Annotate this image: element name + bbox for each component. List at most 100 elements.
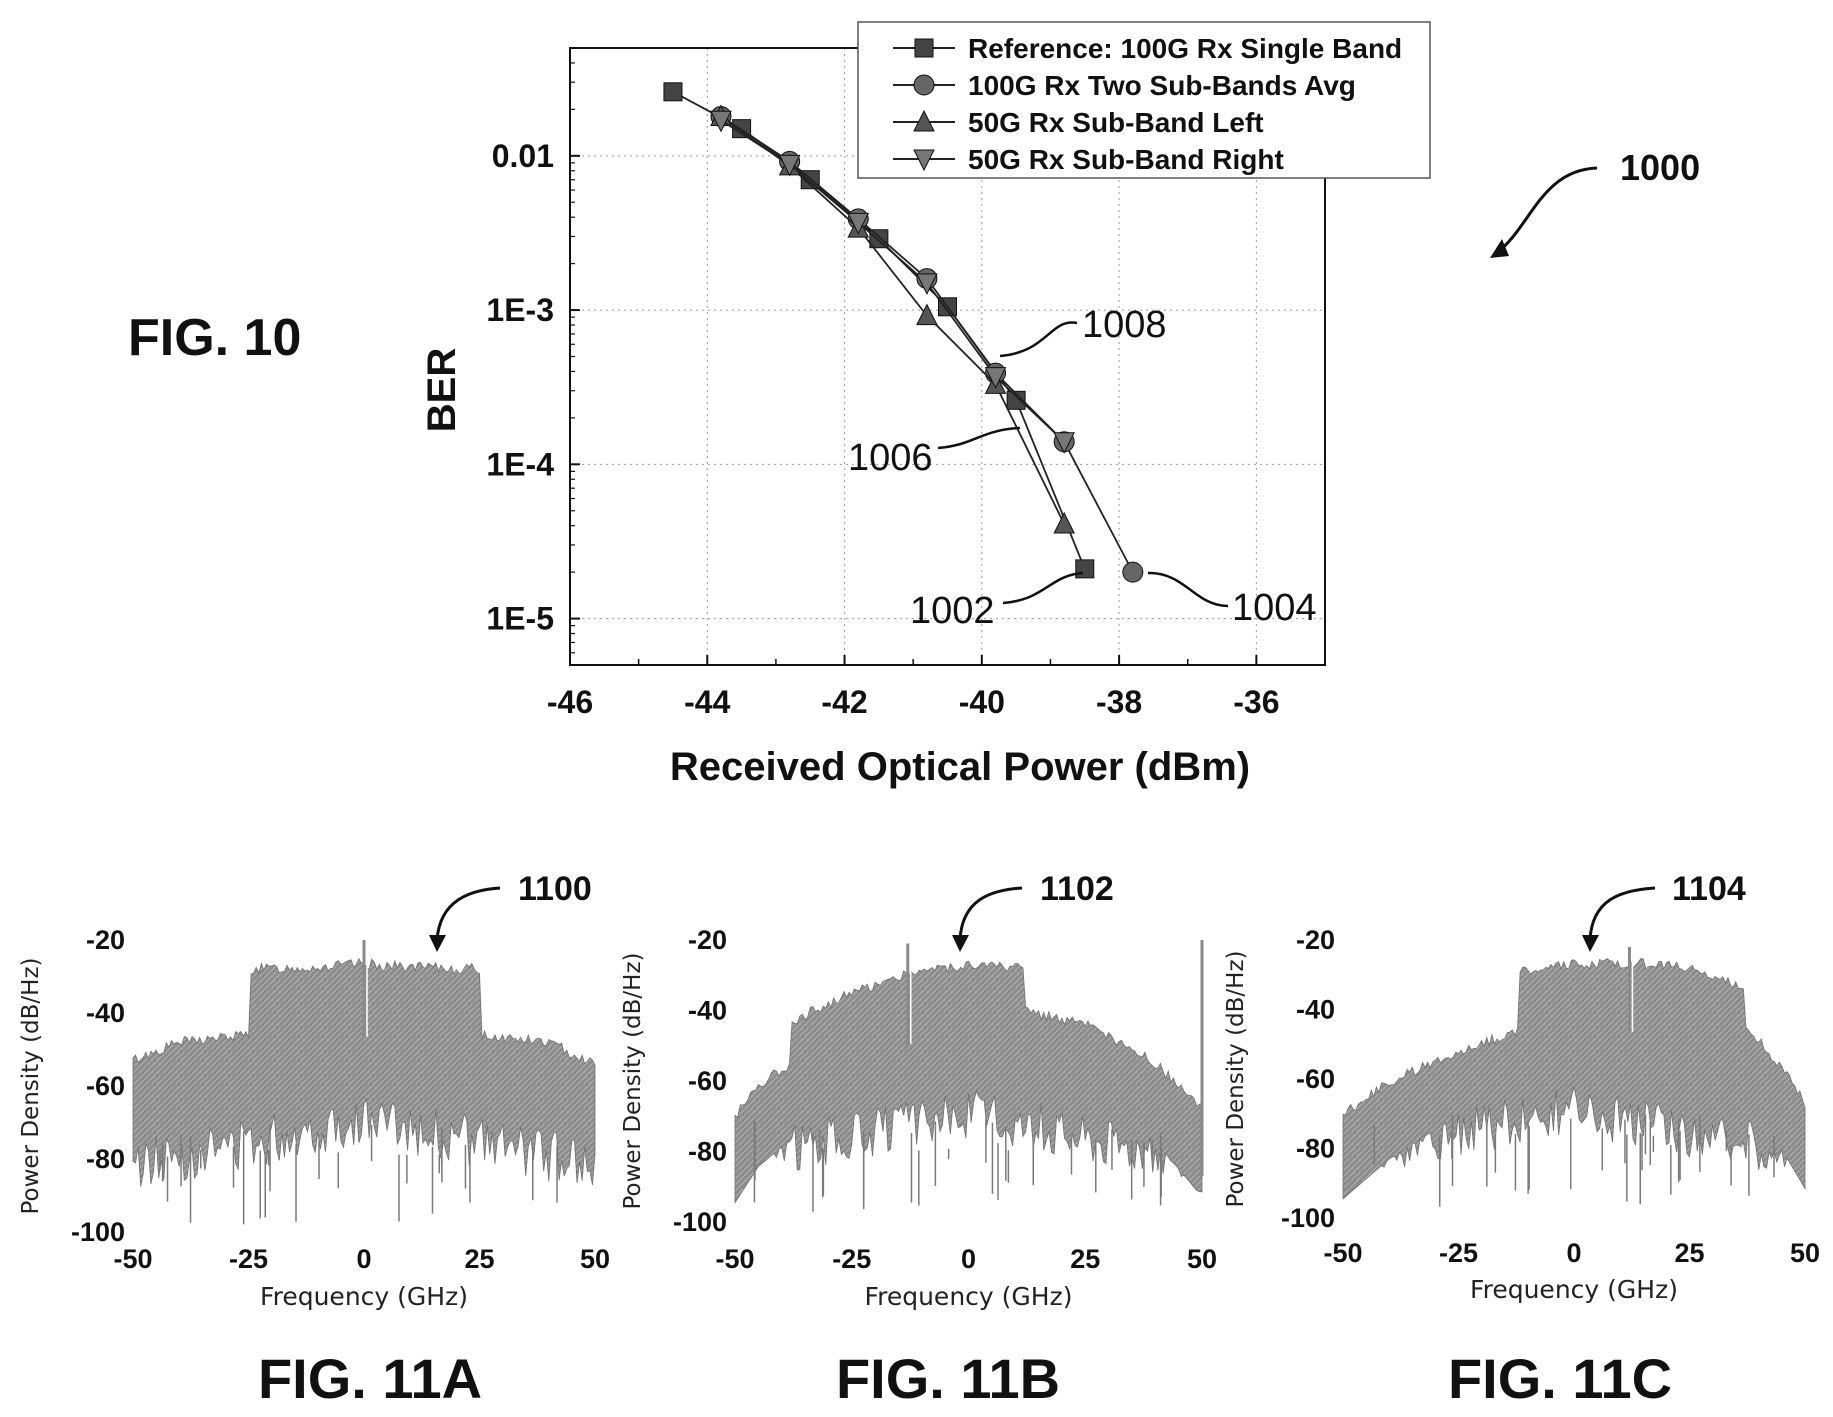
fig11c-annotation: 1104 FIG. 11C	[1448, 870, 1746, 1410]
fig10-ref-arrow-line	[1494, 166, 1598, 256]
spectrum-y-tick-label: -40	[1296, 995, 1335, 1025]
fig11b-arrowhead-icon	[952, 935, 969, 952]
spectrum-y-tick-label: -60	[1296, 1064, 1335, 1094]
ber-point-triangle-down	[1053, 432, 1075, 454]
spectrum-y-tick-label: -40	[688, 996, 727, 1026]
spectrum-y-tick-label: -80	[688, 1137, 727, 1167]
spectrum-area	[734, 960, 1203, 1204]
fig11c-arrowhead-icon	[1582, 935, 1599, 952]
spectrum-y-axis-label: Power Density (dB/Hz)	[18, 957, 44, 1214]
spectrum-x-tick-label: 25	[464, 1244, 494, 1274]
ber-x-tick-label: -42	[821, 684, 867, 720]
ber-reference-numerals: 1008 1006 1002 1004	[848, 304, 1317, 632]
ber-x-axis-ticks: -46 -44 -42 -40 -38 -36	[547, 655, 1326, 720]
ber-x-tick-label: -46	[547, 684, 593, 720]
ber-point-circle	[1122, 561, 1144, 583]
fig11b-ref-number: 1102	[1040, 870, 1114, 908]
ber-y-tick-label: 1E-3	[486, 292, 554, 328]
fig10-reference-arrow: 1000	[1490, 147, 1700, 258]
ber-point-circle	[913, 74, 935, 96]
spectrum-x-tick-label: -25	[1439, 1238, 1478, 1268]
legend-entry-label: Reference: 100G Rx Single Band	[968, 33, 1402, 64]
ber-point-triangle-down	[916, 273, 938, 296]
ber-y-tick-label: 1E-5	[486, 601, 554, 637]
ber-point-triangle-up	[916, 303, 938, 326]
spectrum-x-tick-label: 50	[1790, 1238, 1820, 1268]
spectrum-x-tick-label: 25	[1070, 1244, 1100, 1274]
ref-1006-leader	[937, 426, 1021, 450]
ber-point-triangle-up	[913, 109, 935, 132]
spectrum-y-tick-label: -60	[688, 1066, 727, 1096]
ber-point-square	[914, 38, 934, 58]
ber-series-line	[720, 115, 1134, 573]
spectrum-x-tick-label: 0	[356, 1244, 371, 1274]
fig11a-ref-arrow-line	[435, 886, 501, 941]
spectrum-x-axis-label: Frequency (GHz)	[1470, 1275, 1678, 1304]
ber-point-triangle-down	[778, 154, 801, 177]
ber-y-axis-ticks: 0.01 1E-3 1E-4 1E-5	[486, 47, 580, 654]
ber-series-triangle-down	[710, 110, 1075, 454]
ber-x-tick-label: -44	[684, 684, 730, 720]
ber-series-group	[663, 82, 1144, 583]
ber-legend: Reference: 100G Rx Single Band 100G Rx Tw…	[857, 21, 1431, 179]
ref-1002: 1002	[910, 590, 995, 632]
spectrum-y-tick-label: -20	[1296, 925, 1335, 955]
ber-point-square	[869, 229, 889, 249]
fig11b-label: FIG. 11B	[836, 1347, 1060, 1410]
legend-entry-label: 100G Rx Two Sub-Bands Avg	[968, 70, 1356, 101]
fig11c-ref-arrow-line	[1588, 886, 1656, 941]
fig11c-spectrum-chart: -50 -25 0 25 50 -20 -40 -60 -80 -100 Frequency (GH…	[1223, 925, 1820, 1304]
ber-y-tick-label: 1E-4	[486, 446, 554, 482]
spectrum-y-tick-label: -100	[71, 1217, 125, 1247]
spectrum-x-tick-label: 25	[1674, 1238, 1704, 1268]
fig10-ref-number: 1000	[1620, 147, 1700, 188]
spectrum-area	[1342, 958, 1806, 1200]
ber-chart: -46 -44 -42 -40 -38 -36 0.01 1E-3 1E-4 1E-5 Rece…	[420, 21, 1431, 789]
ber-point-triangle-up	[1053, 511, 1075, 534]
fig11c-label: FIG. 11C	[1448, 1347, 1672, 1410]
ber-series-line	[720, 119, 1065, 443]
spectrum-area	[132, 957, 596, 1187]
spectrum-x-tick-label: 0	[1566, 1238, 1581, 1268]
fig11a-spectrum-chart: -50 -25 0 25 50 -20 -40 -60 -80 -100 Frequency (GH…	[18, 925, 610, 1311]
fig11b-annotation: 1102 FIG. 11B	[836, 870, 1114, 1410]
spectrum-x-tick-label: -25	[832, 1244, 871, 1274]
fig11a-arrowhead-icon	[429, 935, 446, 952]
ber-point-triangle-down	[710, 110, 732, 133]
spectrum-y-axis-label: Power Density (dB/Hz)	[620, 952, 646, 1209]
spectrum-y-axis-label: Power Density (dB/Hz)	[1223, 950, 1249, 1207]
ber-y-tick-label: 0.01	[492, 138, 554, 174]
spectrum-x-tick-label: -50	[1323, 1238, 1362, 1268]
ber-point-square	[1006, 390, 1026, 410]
ber-x-tick-label: -38	[1096, 684, 1142, 720]
spectrum-x-tick-label: 50	[580, 1244, 610, 1274]
fig10-label: FIG. 10	[128, 309, 301, 367]
ref-1008-leader	[999, 321, 1078, 358]
spectrum-x-tick-label: -50	[113, 1244, 152, 1274]
ber-y-axis-label: BER	[420, 348, 464, 433]
ref-1004: 1004	[1232, 587, 1317, 629]
fig10-ref-arrowhead-icon	[1490, 239, 1509, 258]
spectrum-x-axis-label: Frequency (GHz)	[865, 1282, 1073, 1311]
ber-point-square	[1075, 559, 1095, 579]
spectrum-y-tick-label: -40	[86, 998, 125, 1028]
spectrum-y-tick-label: -20	[688, 925, 727, 955]
ref-1004-leader	[1147, 571, 1229, 608]
fig11a-ref-number: 1100	[518, 870, 592, 908]
spectrum-y-tick-label: -80	[86, 1144, 125, 1174]
spectrum-x-tick-label: -25	[229, 1244, 268, 1274]
ber-point-square	[663, 82, 683, 102]
spectrum-y-tick-label: -100	[1281, 1203, 1335, 1233]
spectrum-x-tick-label: 0	[961, 1244, 976, 1274]
spectrum-y-tick-label: -100	[673, 1207, 727, 1237]
fig11c-ref-number: 1104	[1672, 870, 1746, 908]
ber-x-tick-label: -40	[959, 684, 1005, 720]
ber-x-axis-label: Received Optical Power (dBm)	[670, 745, 1250, 789]
fig11a-annotation: 1100 FIG. 11A	[258, 870, 592, 1410]
fig11a-label: FIG. 11A	[258, 1347, 482, 1410]
ber-point-triangle-down	[913, 149, 935, 172]
ber-x-tick-label: -36	[1233, 684, 1279, 720]
fig11b-ref-arrow-line	[958, 886, 1023, 941]
spectrum-y-tick-label: -60	[86, 1071, 125, 1101]
